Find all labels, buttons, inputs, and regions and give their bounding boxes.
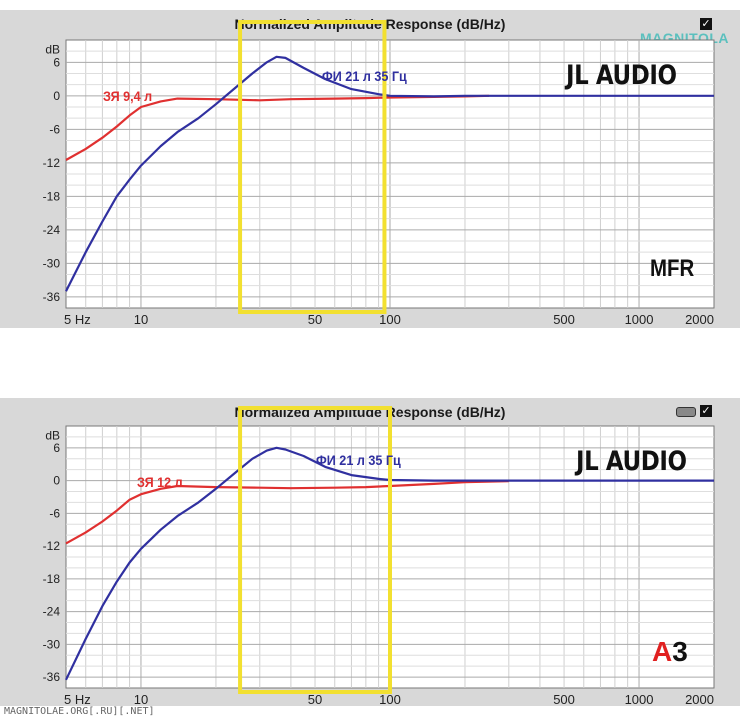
series-line-ported [65,446,714,681]
x-tick-label: 100 [379,312,401,327]
series-line-sealed [65,480,509,545]
chart-svg-2: 6 0 -6 -12 -18 -24 -30 -36 dB 5 Hz 10 50 100 500 1000 2… [43,406,715,706]
y-tick-label: -18 [43,189,61,203]
x-tick-label: 100 [379,692,401,706]
chart-svg-1: 6 0 -6 -12 -18 -24 -30 -36 dB 5 Hz 10 50 100 500 1000 2… [43,20,715,327]
y-tick-label: -30 [43,256,61,270]
y-tick-label: -12 [43,156,61,170]
series-line-ported [65,55,714,292]
watermark-text: MAGNITOLAE.ORG[.RU][.NET] [4,706,155,717]
y-tick-label: 6 [53,55,60,69]
brand-label: JL AUDIO [566,60,677,91]
y-tick-label: -24 [43,223,61,237]
tag-label: MFR [650,255,695,282]
x-tick-label: 1000 [625,312,654,327]
y-tick-label: -36 [43,290,61,304]
x-tick-label: 10 [134,312,148,327]
y-tick-label: -36 [43,670,61,684]
y-tick-label: -18 [43,572,61,586]
highlight-box [238,406,392,694]
x-tick-label: 50 [308,312,322,327]
plug-icon [676,407,696,417]
y-axis-label: dB [45,42,60,56]
x-tick-label: 5 Hz [64,312,91,327]
x-tick-label: 1000 [625,692,654,706]
x-tick-label: 5 Hz [64,692,91,706]
x-tick-label: 50 [308,692,322,706]
y-tick-label: 6 [53,441,60,455]
grid [66,40,714,308]
y-tick-label: -6 [49,506,60,520]
x-tick-label: 10 [134,692,148,706]
x-tick-label: 2000 [685,312,714,327]
a3-letter-a: A [652,636,673,667]
highlight-box [238,20,387,314]
a3-digit-3: 3 [672,636,688,667]
series-label-ported: ФИ 21 л 35 Гц [322,68,407,84]
y-tick-label: -12 [43,539,61,553]
y-tick-label: -24 [43,605,61,619]
y-tick-label: -30 [43,637,61,651]
y-tick-label: 0 [53,89,60,103]
x-tick-label: 500 [553,312,575,327]
series-label-sealed: ЗЯ 9,4 л [103,88,153,104]
x-tick-label: 500 [553,692,575,706]
checkbox-icon[interactable]: ✓ [700,404,712,417]
chart-panel-1: Normalized Amplitude Response (dB/Hz) MA… [0,10,740,328]
x-tick-label: 2000 [685,692,714,706]
y-tick-label: 0 [53,474,60,488]
y-axis-label: dB [45,428,60,442]
y-tick-label: -6 [49,122,60,136]
a3-logo: A3 [652,636,688,668]
series-line-sealed [65,94,490,161]
brand-label: JL AUDIO [576,446,687,477]
chart-panel-2: Normalized Amplitude Response (dB/Hz) ✓ … [0,398,740,706]
checkbox-icon[interactable]: ✓ [700,17,712,30]
series-label-ported: ФИ 21 л 35 Гц [316,452,401,468]
series-label-sealed: ЗЯ 12 л [137,474,183,490]
